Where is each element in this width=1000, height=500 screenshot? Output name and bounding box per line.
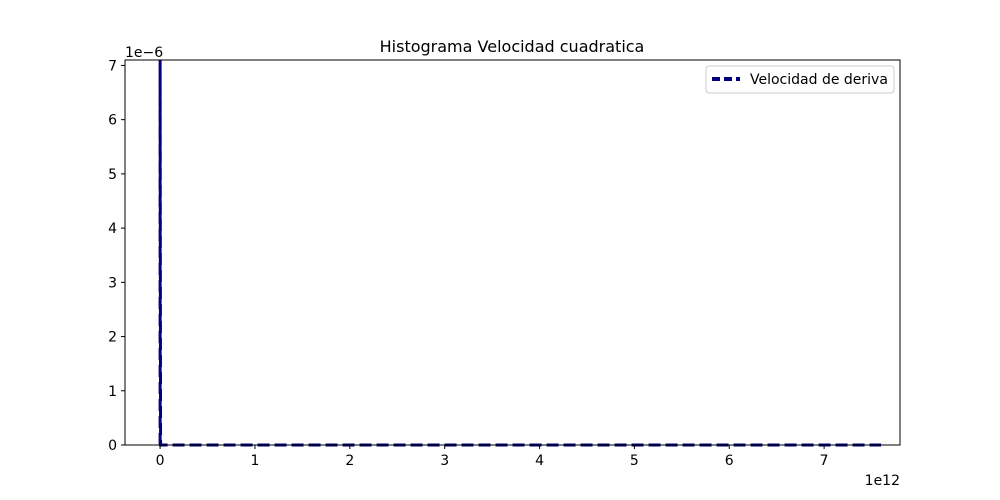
x-tick-label: 4 <box>535 453 544 469</box>
y-tick-label: 2 <box>108 330 117 346</box>
y-tick-label: 5 <box>108 167 117 183</box>
x-tick-label: 7 <box>820 453 829 469</box>
x-tick-label: 2 <box>345 453 354 469</box>
y-offset-label: 1e−6 <box>125 45 163 61</box>
legend-box <box>705 65 895 94</box>
y-tick-label: 6 <box>108 113 117 129</box>
x-tick-label: 5 <box>630 453 639 469</box>
y-tick-label: 3 <box>108 275 117 291</box>
x-tick-label: 6 <box>725 453 734 469</box>
chart-title: Histograma Velocidad cuadratica <box>380 37 645 56</box>
x-tick-label: 3 <box>440 453 449 469</box>
y-tick-label: 1 <box>108 384 117 400</box>
y-tick-label: 7 <box>108 58 117 74</box>
y-tick-label: 0 <box>108 438 117 454</box>
x-offset-label: 1e12 <box>865 473 900 489</box>
x-tick-label: 1 <box>250 453 259 469</box>
x-tick-label: 0 <box>156 453 165 469</box>
legend: Velocidad de deriva <box>705 65 895 94</box>
y-tick-label: 4 <box>108 221 117 237</box>
y-axis-ticks: 0 1 2 3 4 5 6 7 <box>108 58 125 454</box>
x-axis-ticks: 0 1 2 3 4 5 6 7 <box>156 445 829 469</box>
plot-area-frame <box>124 59 901 446</box>
legend-label-velocidad-de-deriva: Velocidad de deriva <box>750 72 888 88</box>
